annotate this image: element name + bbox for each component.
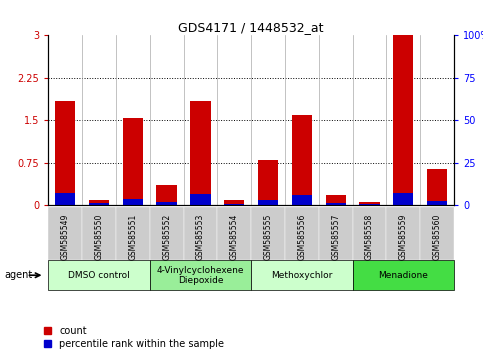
Bar <box>156 185 177 205</box>
Bar <box>258 160 278 205</box>
Text: GSM585552: GSM585552 <box>162 214 171 260</box>
Bar <box>55 193 75 205</box>
Bar <box>292 195 312 205</box>
Bar <box>190 194 211 205</box>
Text: 4-Vinylcyclohexene
Diepoxide: 4-Vinylcyclohexene Diepoxide <box>156 266 244 285</box>
Title: GDS4171 / 1448532_at: GDS4171 / 1448532_at <box>178 21 324 34</box>
Bar <box>123 118 143 205</box>
Text: GSM585550: GSM585550 <box>95 214 103 260</box>
Bar <box>292 115 312 205</box>
Bar <box>89 203 109 205</box>
Bar <box>258 200 278 205</box>
Text: Menadione: Menadione <box>378 271 428 280</box>
Text: Methoxychlor: Methoxychlor <box>271 271 333 280</box>
Text: GSM585549: GSM585549 <box>61 214 70 260</box>
Legend: count, percentile rank within the sample: count, percentile rank within the sample <box>43 326 224 349</box>
Bar <box>326 195 346 205</box>
Bar <box>190 101 211 205</box>
Bar <box>359 202 380 205</box>
Text: GSM585560: GSM585560 <box>433 214 441 260</box>
Text: GSM585551: GSM585551 <box>128 214 137 260</box>
Bar <box>89 200 109 205</box>
Bar <box>156 202 177 205</box>
Text: DMSO control: DMSO control <box>68 271 130 280</box>
Bar <box>393 193 413 205</box>
Bar <box>427 201 447 205</box>
Text: GSM585554: GSM585554 <box>230 214 239 260</box>
Text: GSM585555: GSM585555 <box>264 214 272 260</box>
Text: GSM585553: GSM585553 <box>196 214 205 260</box>
Text: GSM585558: GSM585558 <box>365 214 374 260</box>
Text: GSM585557: GSM585557 <box>331 214 340 260</box>
Bar <box>326 203 346 205</box>
Text: GSM585559: GSM585559 <box>399 214 408 260</box>
Bar <box>359 204 380 205</box>
Text: agent: agent <box>5 270 33 280</box>
Bar <box>224 204 244 205</box>
Bar <box>55 101 75 205</box>
Bar <box>393 35 413 205</box>
Bar <box>224 200 244 205</box>
Bar <box>123 199 143 205</box>
Bar <box>427 169 447 205</box>
Text: GSM585556: GSM585556 <box>298 214 306 260</box>
